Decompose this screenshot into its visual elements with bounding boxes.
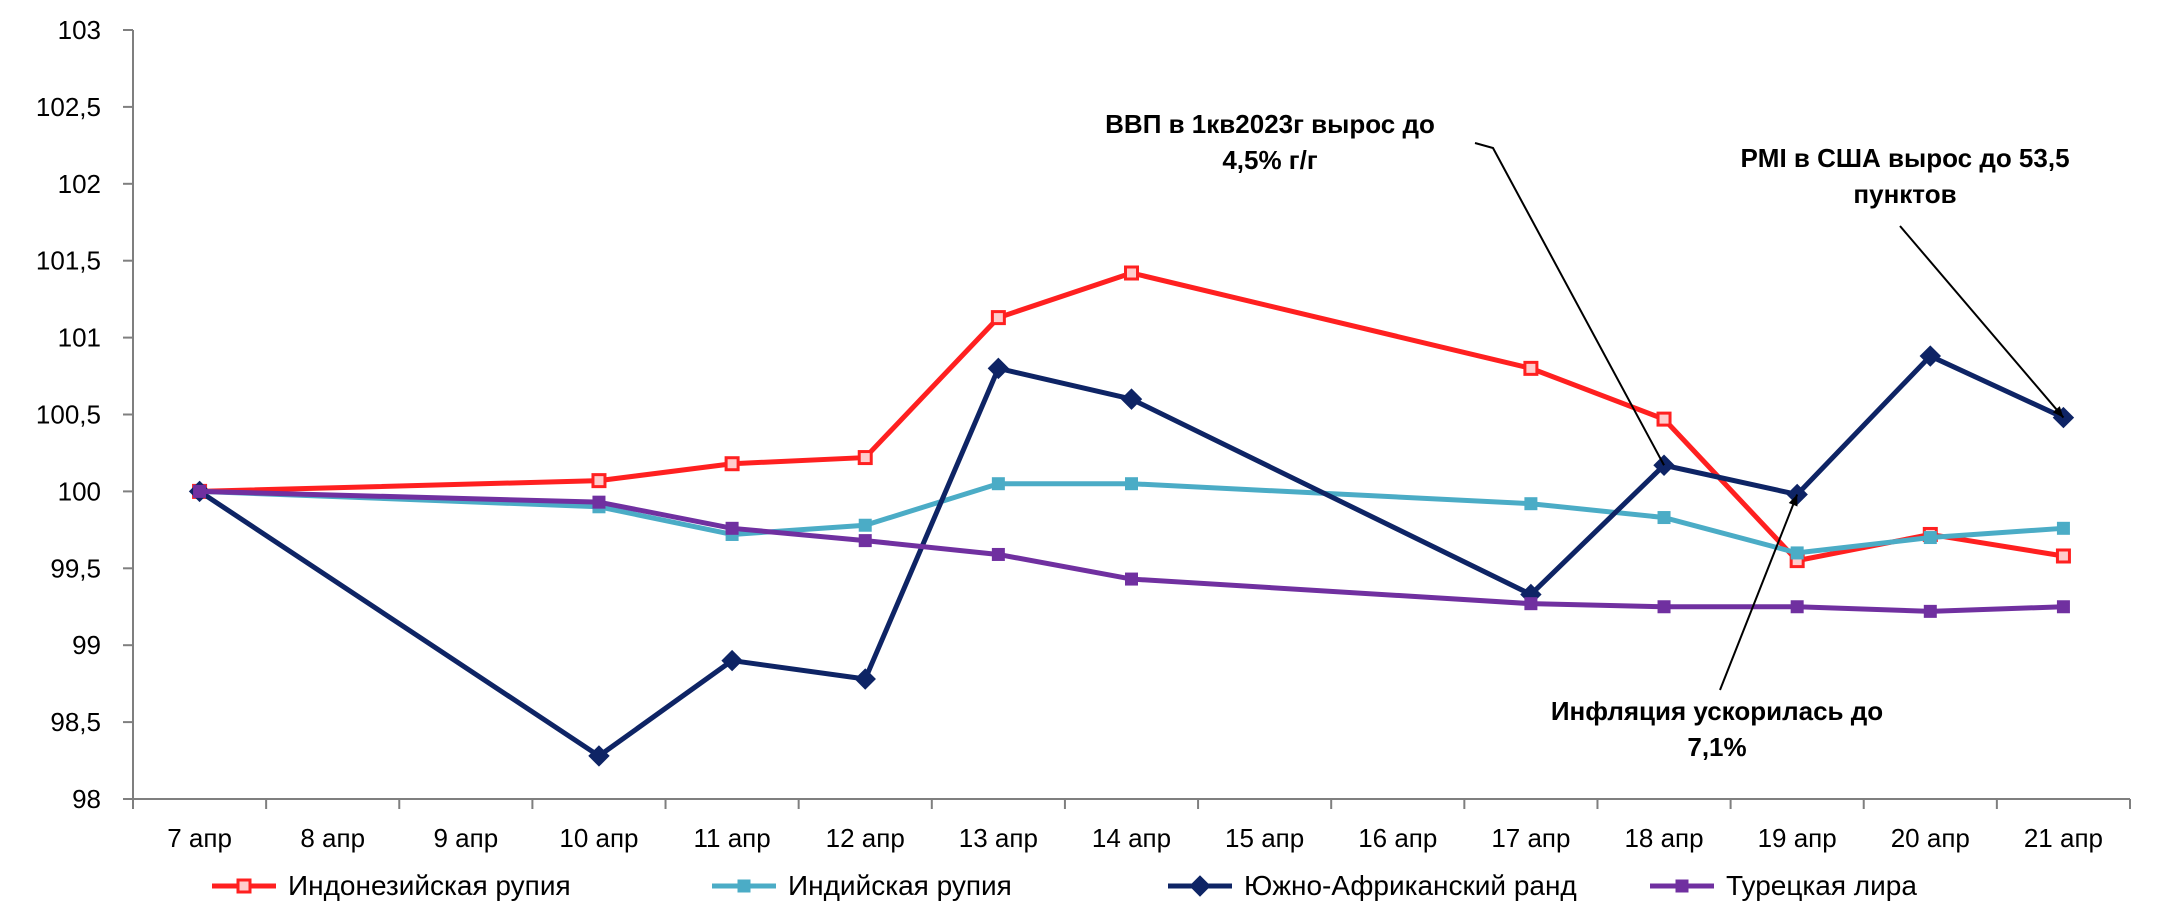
data-point (854, 668, 876, 690)
data-point (1120, 388, 1143, 410)
data-point (1790, 546, 1804, 560)
series-3 (193, 484, 2070, 618)
annotation-leader (1719, 494, 1799, 691)
annotation-leader (1474, 142, 1665, 466)
y-tick-label: 102,5 (36, 92, 101, 122)
data-point (592, 495, 606, 509)
data-point (724, 456, 740, 472)
legend-swatch-marker (1189, 875, 1211, 897)
data-point (2055, 548, 2071, 564)
y-tick-label: 99,5 (50, 553, 101, 583)
legend-item-0: Индонезийская рупия (212, 870, 571, 901)
data-point (858, 518, 872, 532)
data-point (721, 649, 743, 672)
data-point (991, 477, 1005, 491)
data-point (193, 484, 207, 498)
y-tick-label: 98 (72, 784, 101, 814)
x-tick-label: 10 апр (559, 823, 638, 853)
legend-swatch-marker (1675, 879, 1689, 893)
data-point (990, 310, 1006, 326)
chart-annotations: ВВП в 1кв2023г вырос до 4,5% г/г PMI в США… (1105, 109, 2069, 762)
data-point (1524, 597, 1538, 611)
annotation-text: Инфляция ускорилась до (1551, 696, 1883, 726)
annotation-text: 4,5% г/г (1222, 145, 1318, 175)
legend-label: Южно-Африканский ранд (1244, 870, 1577, 901)
x-tick-label: 21 апр (2024, 823, 2103, 853)
data-point (987, 357, 1010, 380)
y-tick-label: 101 (58, 323, 101, 353)
y-tick-label: 103 (58, 15, 101, 45)
data-point (1124, 265, 1139, 281)
chart-axes: 98 98,5 99 99,5 100 100,5 101 101,5 102 102,5 103 7… (36, 15, 2131, 853)
x-tick-label: 7 апр (167, 823, 232, 853)
data-point (1125, 477, 1138, 491)
data-point (1790, 600, 1804, 614)
annotation-text: пунктов (1853, 179, 1956, 209)
annotation-arrowhead (1788, 494, 1798, 507)
x-tick-label: 13 апр (959, 823, 1038, 853)
data-point (1523, 360, 1539, 376)
annotation-0: ВВП в 1кв2023г вырос до 4,5% г/г (1105, 109, 1665, 466)
x-tick-label: 19 апр (1758, 823, 1837, 853)
data-point (1125, 572, 1138, 586)
legend-item-1: Индийская рупия (712, 870, 1012, 901)
y-tick-label: 98,5 (50, 707, 101, 737)
annotation-text: PMI в США вырос до 53,5 (1740, 143, 2069, 173)
y-tick-label: 100,5 (36, 400, 101, 430)
y-tick-label: 99 (72, 630, 101, 660)
data-point (1524, 497, 1538, 511)
data-point (1923, 531, 1937, 545)
data-point (588, 745, 610, 767)
legend-swatch-marker (737, 879, 751, 893)
legend-swatch-marker (236, 878, 252, 894)
x-tick-label: 11 апр (693, 823, 770, 853)
data-point (1923, 604, 1937, 618)
annotation-arrowhead (2052, 406, 2064, 418)
y-tick-label: 102 (58, 169, 101, 199)
data-point (1657, 511, 1671, 525)
annotation-text: ВВП в 1кв2023г вырос до (1105, 109, 1435, 139)
x-tick-label: 15 апр (1225, 823, 1304, 853)
data-point (858, 534, 872, 548)
x-tick-label: 18 апр (1624, 823, 1703, 853)
legend-label: Индийская рупия (788, 870, 1012, 901)
data-point (991, 547, 1005, 561)
annotation-2: Инфляция ускорилась до 7,1% (1551, 494, 1883, 762)
x-tick-label: 20 апр (1891, 823, 1970, 853)
legend-label: Турецкая лира (1726, 870, 1917, 901)
annotation-leader (1899, 225, 2065, 419)
series-0 (192, 265, 2071, 569)
data-point (1656, 411, 1672, 427)
data-point (725, 521, 739, 535)
legend-item-2: Южно-Африканский ранд (1168, 870, 1577, 901)
x-tick-label: 12 апр (826, 823, 905, 853)
data-point (1657, 600, 1671, 614)
x-tick-label: 8 апр (300, 823, 365, 853)
chart-series (188, 265, 2075, 767)
x-tick-label: 17 апр (1491, 823, 1570, 853)
y-tick-label: 100 (58, 476, 101, 506)
legend-item-3: Турецкая лира (1650, 870, 1917, 901)
data-point (2056, 521, 2070, 535)
series-line (199, 270, 2064, 564)
x-tick-label: 16 апр (1358, 823, 1437, 853)
legend-label: Индонезийская рупия (288, 870, 571, 901)
data-point (2056, 600, 2070, 614)
annotation-1: PMI в США вырос до 53,5 пунктов (1740, 143, 2070, 419)
data-point (1919, 345, 1942, 367)
data-point (591, 473, 607, 489)
annotation-text: 7,1% (1687, 732, 1746, 762)
x-tick-label: 14 апр (1092, 823, 1171, 853)
x-tick-label: 9 апр (433, 823, 498, 853)
chart-legend: Индонезийская рупия Индийская рупия Южно-А… (212, 870, 1917, 901)
data-point (857, 450, 873, 466)
y-tick-label: 101,5 (36, 246, 101, 276)
